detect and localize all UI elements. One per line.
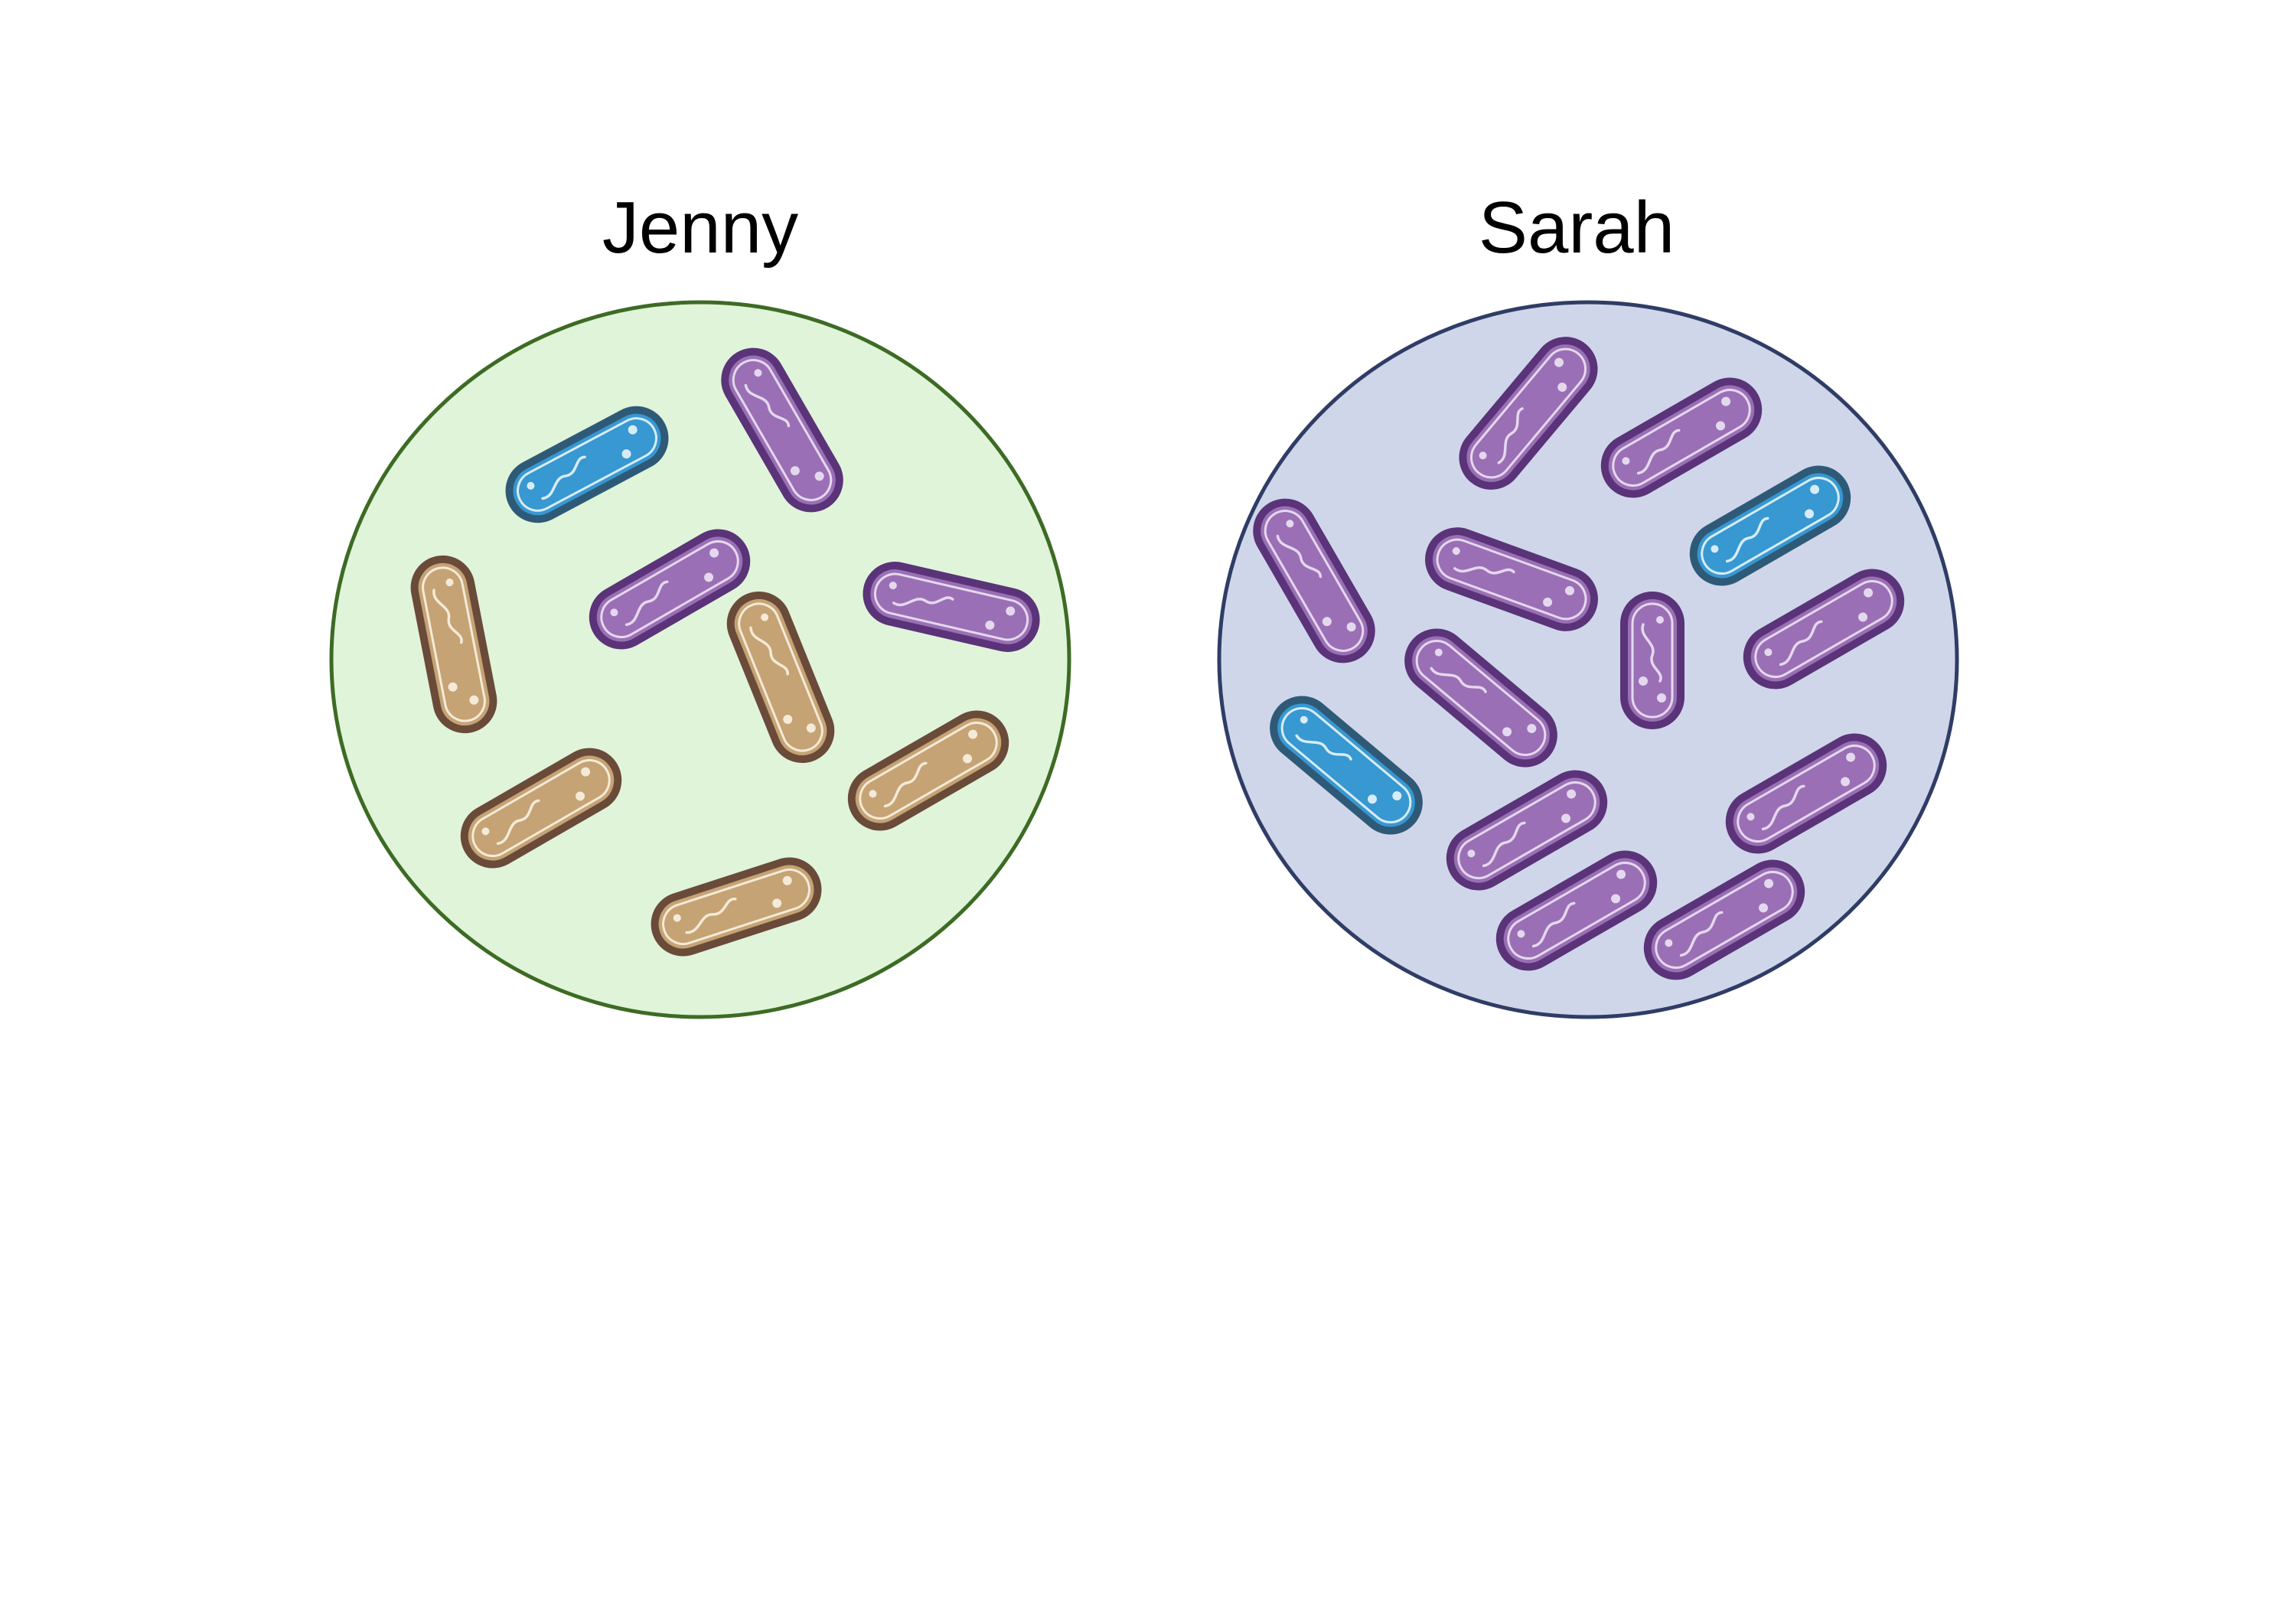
bacterium-blue <box>505 406 669 523</box>
bacterium-purple <box>1404 628 1557 768</box>
bacterium-tan <box>726 591 835 764</box>
bacterium-blue <box>1689 465 1851 586</box>
group-label-sarah: Sarah <box>1479 187 1675 269</box>
group-jenny: Jenny <box>329 187 1071 1019</box>
bacterium-purple <box>589 529 751 650</box>
bacterium-purple <box>1495 850 1658 971</box>
bacterium-purple <box>1725 733 1887 854</box>
bacterium-blue <box>1270 696 1423 835</box>
bacteria-cluster-sarah <box>1253 337 1905 980</box>
bacterium-purple <box>1459 337 1598 490</box>
group-sarah: Sarah <box>1217 187 1959 1019</box>
bacterium-purple <box>1620 592 1684 729</box>
bacterium-purple <box>1600 377 1763 498</box>
bacterium-tan <box>410 555 497 734</box>
bacterium-purple <box>1425 527 1598 631</box>
bacterium-purple <box>1643 859 1805 980</box>
bacterium-purple <box>1446 770 1608 891</box>
bacterium-tan <box>847 710 1009 831</box>
bacterium-purple <box>863 562 1040 652</box>
bacteria-cluster-jenny <box>410 347 1040 957</box>
bacterium-tan <box>460 748 622 869</box>
bacterium-tan <box>651 857 822 957</box>
bacterium-purple <box>1743 569 1905 689</box>
group-label-jenny: Jenny <box>602 187 798 269</box>
